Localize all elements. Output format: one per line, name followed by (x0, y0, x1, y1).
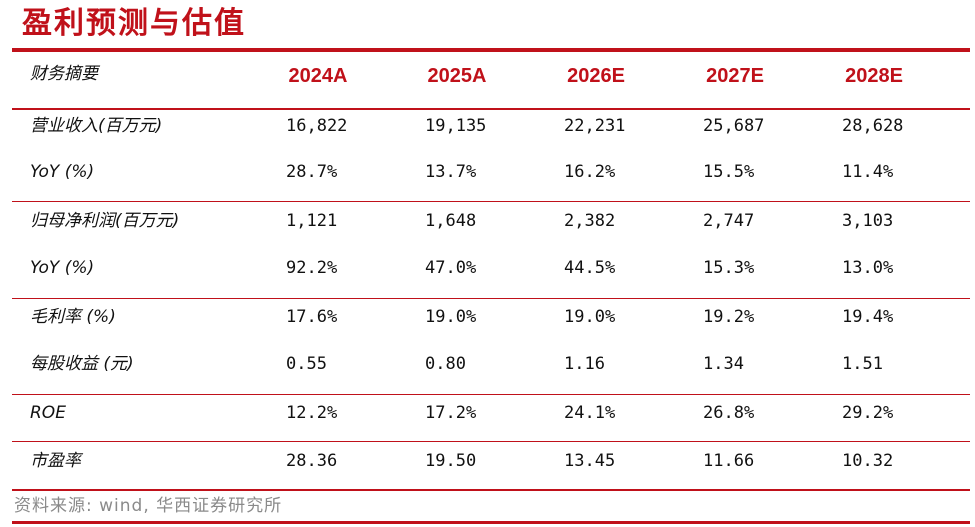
table-cell: 19.0% (425, 307, 477, 327)
title-divider (12, 48, 970, 52)
table-cell: 44.5% (564, 258, 616, 278)
table-cell: 1.34 (703, 354, 744, 374)
table-cell: 11.4% (842, 162, 894, 182)
row-label: 营业收入(百万元) (30, 116, 163, 136)
table-cell: 92.2% (286, 258, 338, 278)
table-cell: 25,687 (703, 116, 765, 136)
table-cell: 13.7% (425, 162, 477, 182)
table-cell: 0.55 (286, 354, 327, 374)
table-cell: 28.7% (286, 162, 338, 182)
header-year-2025a: 2025A (427, 65, 487, 87)
header-year-2026e: 2026E (567, 65, 625, 87)
page-title: 盈利预测与估值 (22, 6, 246, 41)
table-cell: 10.32 (842, 451, 894, 471)
row-divider (12, 441, 970, 442)
table-cell: 19.2% (703, 307, 755, 327)
table-cell: 17.2% (425, 403, 477, 423)
table-cell: 19.0% (564, 307, 616, 327)
table-cell: 16,822 (286, 116, 348, 136)
row-divider (12, 201, 970, 202)
row-divider (12, 298, 970, 299)
row-label: 每股收益 (元) (30, 354, 134, 374)
table-cell: 19.50 (425, 451, 477, 471)
table-cell: 29.2% (842, 403, 894, 423)
table-cell: 13.0% (842, 258, 894, 278)
table-cell: 0.80 (425, 354, 466, 374)
table-cell: 2,747 (703, 211, 755, 231)
header-year-2028e: 2028E (845, 65, 903, 87)
table-cell: 19.4% (842, 307, 894, 327)
table-cell: 19,135 (425, 116, 487, 136)
table-cell: 13.45 (564, 451, 616, 471)
table-cell: 17.6% (286, 307, 338, 327)
source-note: 资料来源: wind, 华西证券研究所 (14, 496, 283, 516)
row-label: ROE (30, 403, 66, 423)
table-cell: 16.2% (564, 162, 616, 182)
header-year-2024a: 2024A (288, 65, 348, 87)
table-cell: 1,648 (425, 211, 477, 231)
table-cell: 15.5% (703, 162, 755, 182)
table-cell: 26.8% (703, 403, 755, 423)
table-cell: 22,231 (564, 116, 626, 136)
row-label: 市盈率 (30, 451, 81, 471)
row-label: 归母净利润(百万元) (30, 211, 180, 231)
bottom-divider (12, 521, 970, 524)
table-cell: 11.66 (703, 451, 755, 471)
header-label: 财务摘要 (30, 64, 98, 84)
table-cell: 1.51 (842, 354, 883, 374)
table-cell: 1.16 (564, 354, 605, 374)
table-cell: 28.36 (286, 451, 338, 471)
table-bottom-divider (12, 489, 970, 491)
table-cell: 24.1% (564, 403, 616, 423)
row-label: YoY (%) (30, 162, 95, 182)
table-cell: 12.2% (286, 403, 338, 423)
table-cell: 28,628 (842, 116, 904, 136)
table-cell: 2,382 (564, 211, 616, 231)
header-divider (12, 108, 970, 110)
row-label: 毛利率 (%) (30, 307, 116, 327)
table-cell: 1,121 (286, 211, 338, 231)
table-cell: 47.0% (425, 258, 477, 278)
row-label: YoY (%) (30, 258, 95, 278)
header-year-2027e: 2027E (706, 65, 764, 87)
table-cell: 3,103 (842, 211, 894, 231)
table-cell: 15.3% (703, 258, 755, 278)
row-divider (12, 394, 970, 395)
